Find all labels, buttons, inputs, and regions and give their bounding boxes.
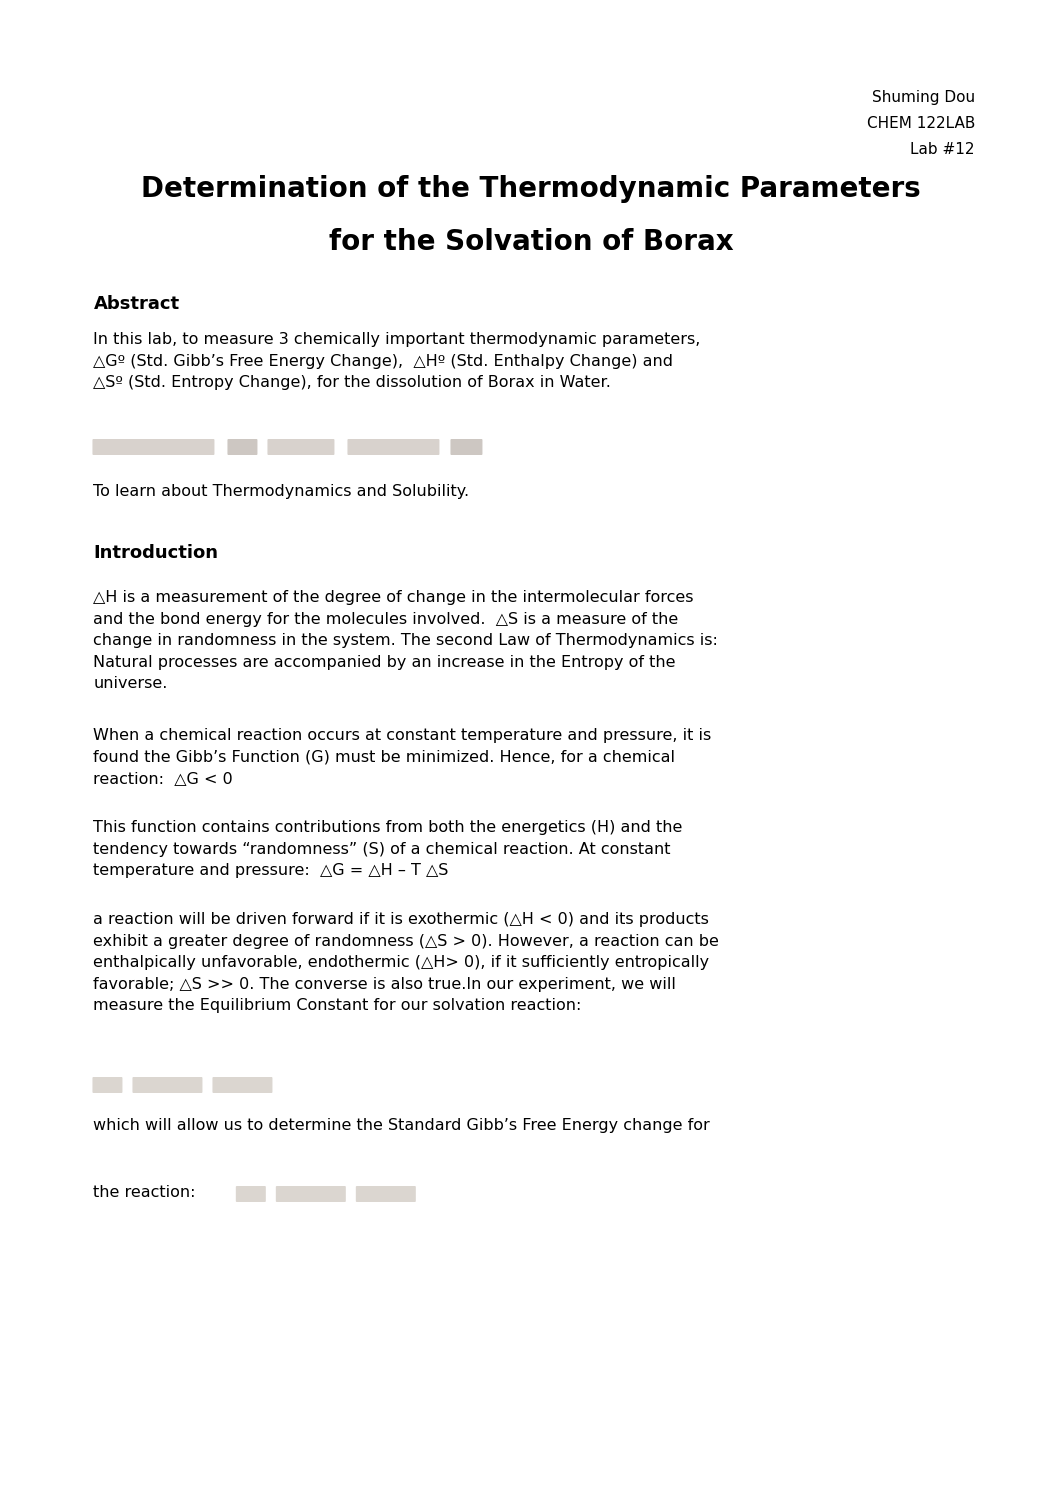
Text: a reaction will be driven forward if it is exothermic (△H < 0) and its products
: a reaction will be driven forward if it …	[93, 913, 719, 1014]
FancyBboxPatch shape	[356, 1187, 416, 1202]
Text: CHEM 122LAB: CHEM 122LAB	[867, 116, 975, 131]
Text: Abstract: Abstract	[93, 295, 179, 313]
Text: which will allow us to determine the Standard Gibb’s Free Energy change for: which will allow us to determine the Sta…	[93, 1117, 710, 1133]
FancyBboxPatch shape	[133, 1077, 203, 1093]
Text: △H is a measurement of the degree of change in the intermolecular forces
and the: △H is a measurement of the degree of cha…	[93, 590, 718, 691]
Text: the reaction:: the reaction:	[93, 1185, 196, 1200]
Text: Lab #12: Lab #12	[910, 142, 975, 157]
Text: To learn about Thermodynamics and Solubility.: To learn about Thermodynamics and Solubi…	[93, 483, 469, 498]
Text: In this lab, to measure 3 chemically important thermodynamic parameters,
△Gº (St: In this lab, to measure 3 chemically imp…	[93, 331, 701, 390]
FancyBboxPatch shape	[212, 1077, 273, 1093]
FancyBboxPatch shape	[236, 1187, 266, 1202]
FancyBboxPatch shape	[268, 440, 335, 455]
Text: for the Solvation of Borax: for the Solvation of Borax	[328, 227, 734, 256]
FancyBboxPatch shape	[92, 440, 215, 455]
Text: Shuming Dou: Shuming Dou	[872, 90, 975, 105]
FancyBboxPatch shape	[450, 440, 482, 455]
Text: When a chemical reaction occurs at constant temperature and pressure, it is
foun: When a chemical reaction occurs at const…	[93, 727, 712, 786]
FancyBboxPatch shape	[227, 440, 257, 455]
FancyBboxPatch shape	[347, 440, 440, 455]
Text: Determination of the Thermodynamic Parameters: Determination of the Thermodynamic Param…	[141, 175, 921, 203]
Text: Introduction: Introduction	[93, 544, 219, 562]
Text: This function contains contributions from both the energetics (H) and the
tenden: This function contains contributions fro…	[93, 819, 683, 878]
FancyBboxPatch shape	[92, 1077, 122, 1093]
FancyBboxPatch shape	[276, 1187, 346, 1202]
